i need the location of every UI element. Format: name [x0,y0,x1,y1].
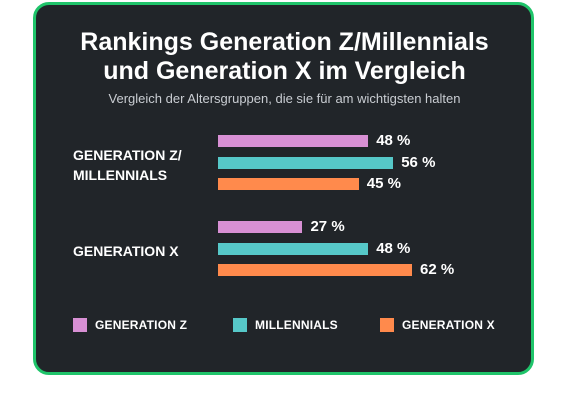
bar-gen-x-millennials [218,242,369,255]
value-label-gen-z-millennials-generation-x: 45 % [366,175,401,192]
legend-item-millennials: MILLENNIALS [233,317,338,333]
value-label-gen-x-millennials: 48 % [376,239,411,257]
legend-item-generation-x: GENERATION X [380,317,495,333]
legend-swatch-generation-z [73,318,87,332]
legend-label-generation-z: GENERATION Z [95,318,188,332]
chart-title-line-1: Rankings Generation Z/Millennials [80,28,489,56]
value-label-gen-x-generation-x: 62 % [420,261,455,278]
legend-swatch-millennials [233,318,247,332]
legend-swatch-generation-x [380,318,394,332]
bar-gen-z-millennials-millennials [218,156,394,169]
category-label-gen-z-millennials-line-2: MILLENNIALS [73,167,168,183]
chart-subtitle: Vergleich der Altersgruppen, die sie für… [108,91,461,106]
bar-gen-z-millennials-generation-x [218,178,359,190]
chart-title-line-2: und Generation X im Vergleich [103,57,466,85]
bar-gen-z-millennials-generation-z [218,135,369,147]
bar-gen-x-generation-z [218,221,303,233]
value-label-gen-z-millennials-millennials: 56 % [401,153,436,171]
legend-label-generation-x: GENERATION X [402,318,495,332]
legend-label-millennials: MILLENNIALS [255,318,338,332]
category-label-gen-z-millennials-line-1: GENERATION Z/ [73,147,182,163]
legend-item-generation-z: GENERATION Z [73,317,187,333]
bar-gen-x-generation-x [218,264,412,276]
value-label-gen-x-generation-z: 27 % [310,218,345,235]
value-label-gen-z-millennials-generation-z: 48 % [376,132,411,149]
category-label-gen-x: GENERATION X [73,243,179,259]
